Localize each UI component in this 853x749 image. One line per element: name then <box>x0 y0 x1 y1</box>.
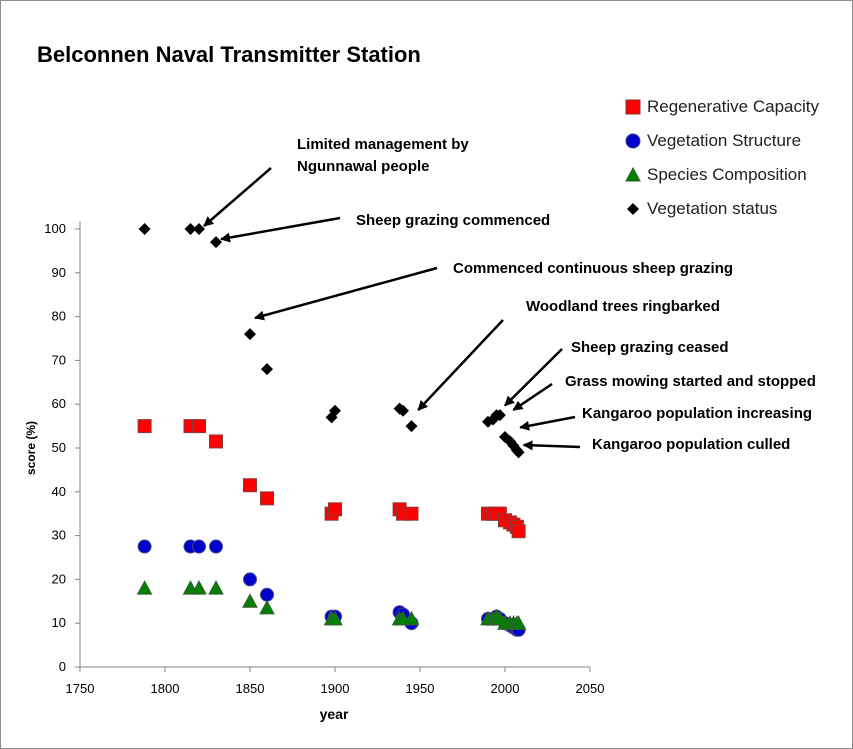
annotation-label: Limited management by <box>297 136 469 153</box>
blue-circle-marker-icon <box>624 132 642 150</box>
annotation-label: Grass mowing started and stopped <box>565 373 816 390</box>
legend-label: Regenerative Capacity <box>647 97 819 117</box>
vegetation-structure-point <box>138 540 151 553</box>
y-tick-label: 50 <box>52 440 66 455</box>
x-tick-label: 1900 <box>321 681 350 696</box>
x-tick-label: 1850 <box>236 681 265 696</box>
species-composition-point <box>209 581 223 594</box>
data-points <box>138 223 526 636</box>
regenerative-capacity-point <box>138 420 151 433</box>
regenerative-capacity-point <box>512 525 525 538</box>
green-triangle-marker-icon <box>624 166 642 184</box>
annotation-label: Commenced continuous sheep grazing <box>453 260 733 277</box>
annotation-arrow <box>418 320 503 410</box>
annotation-arrow <box>524 445 580 447</box>
x-tick-label: 1800 <box>151 681 180 696</box>
x-tick-label: 2050 <box>576 681 605 696</box>
regenerative-capacity-point <box>405 507 418 520</box>
species-composition-point <box>138 581 152 594</box>
y-tick-label: 60 <box>52 396 66 411</box>
x-axis-label: year <box>320 706 349 722</box>
legend-item-regenerative-capacity: Regenerative Capacity <box>624 90 819 124</box>
annotation-label: Sheep grazing commenced <box>356 212 550 229</box>
vegetation-structure-point <box>244 573 257 586</box>
annotation-label: Kangaroo population culled <box>592 436 790 453</box>
y-tick-label: 10 <box>52 615 66 630</box>
annotation-arrow <box>255 268 437 318</box>
legend-item-vegetation-status: Vegetation status <box>624 192 819 226</box>
y-tick-label: 20 <box>52 571 66 586</box>
vegetation-status-point <box>193 223 205 235</box>
regenerative-capacity-point <box>193 420 206 433</box>
legend-item-species-composition: Species Composition <box>624 158 819 192</box>
annotation-arrow <box>221 218 340 239</box>
vegetation-status-point <box>210 236 222 248</box>
annotation-arrow <box>520 417 575 427</box>
annotation-label: Sheep grazing ceased <box>571 339 729 356</box>
annotation-arrow <box>204 168 271 226</box>
legend-label: Species Composition <box>647 165 807 185</box>
vegetation-structure-point <box>261 588 274 601</box>
annotation-label: Ngunnawal people <box>297 158 430 175</box>
x-tick-label: 1750 <box>66 681 95 696</box>
black-diamond-marker-icon <box>624 200 642 218</box>
regenerative-capacity-point <box>244 479 257 492</box>
vegetation-status-point <box>406 420 418 432</box>
legend-item-vegetation-structure: Vegetation Structure <box>624 124 819 158</box>
legend-label: Vegetation status <box>647 199 777 219</box>
x-tick-label: 2000 <box>491 681 520 696</box>
y-tick-label: 40 <box>52 484 66 499</box>
species-composition-point <box>260 601 274 614</box>
annotation-label: Kangaroo population increasing <box>582 405 812 422</box>
y-tick-label: 0 <box>59 659 66 674</box>
x-tick-label: 1950 <box>406 681 435 696</box>
regenerative-capacity-point <box>329 503 342 516</box>
vegetation-structure-point <box>193 540 206 553</box>
y-tick-label: 90 <box>52 265 66 280</box>
legend: Regenerative Capacity Vegetation Structu… <box>624 90 819 226</box>
y-tick-label: 100 <box>44 221 66 236</box>
annotation-label: Woodland trees ringbarked <box>526 298 720 315</box>
species-composition-point <box>243 594 257 607</box>
y-axis-label: score (%) <box>24 421 38 475</box>
regenerative-capacity-point <box>261 492 274 505</box>
y-tick-label: 30 <box>52 528 66 543</box>
vegetation-structure-point <box>210 540 223 553</box>
chart-title: Belconnen Naval Transmitter Station <box>37 42 421 68</box>
vegetation-status-point <box>261 363 273 375</box>
axes: 0 10 20 30 40 50 60 70 80 90 100 1750 1800 1850 1900 19… <box>24 221 604 722</box>
vegetation-status-point <box>244 328 256 340</box>
regenerative-capacity-point <box>210 435 223 448</box>
red-square-marker-icon <box>624 98 642 116</box>
legend-label: Vegetation Structure <box>647 131 801 151</box>
vegetation-status-point <box>139 223 151 235</box>
y-tick-label: 80 <box>52 309 66 324</box>
annotation-arrow <box>513 384 552 410</box>
y-tick-label: 70 <box>52 352 66 367</box>
